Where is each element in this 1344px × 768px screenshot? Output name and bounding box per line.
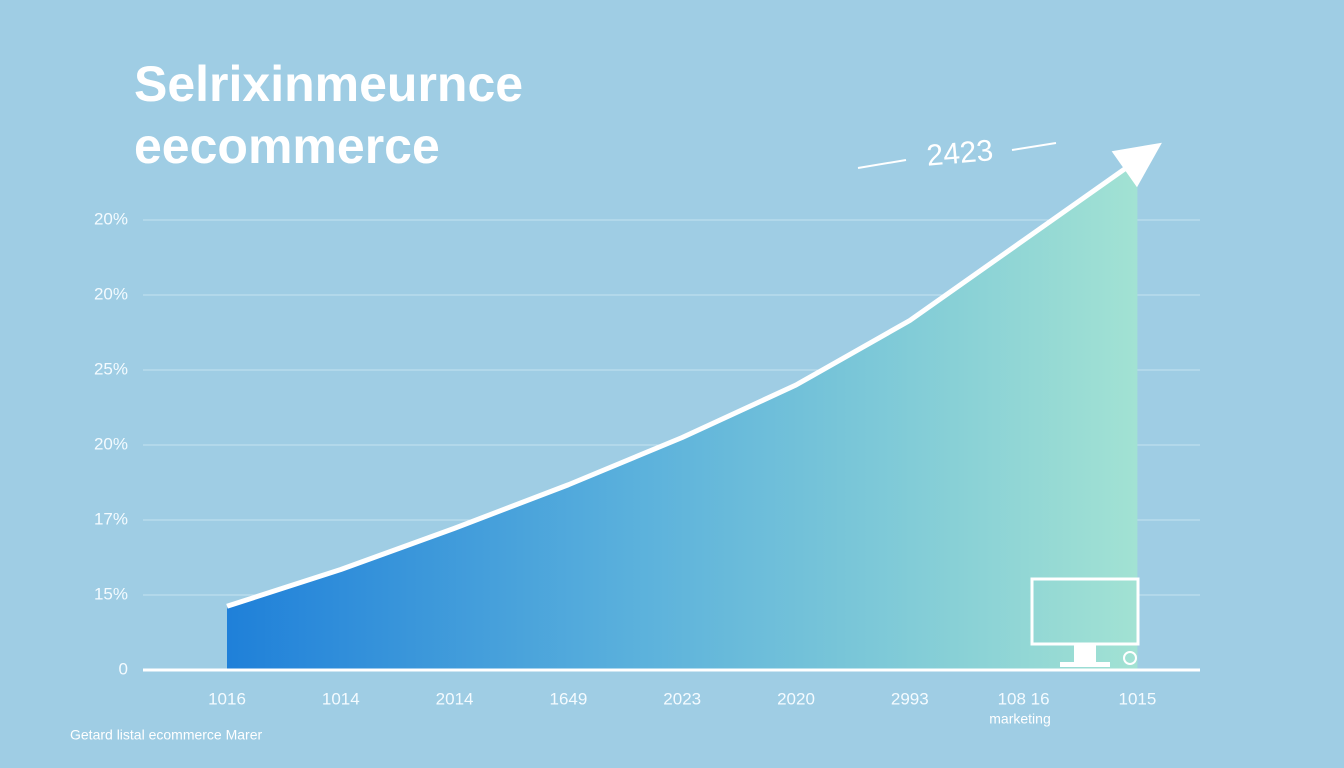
plot: 0 15% 17% 20% 25% 20% 20% 1016 1014 2014 1649 2023 2…: [94, 142, 1200, 708]
y-tick-label: 20%: [94, 434, 128, 453]
sub-label: marketing: [989, 711, 1050, 727]
x-tick-label: 1015: [1118, 689, 1156, 708]
annotation: 2423: [925, 134, 994, 173]
annotation-dash: [1011, 142, 1057, 151]
arrow-head: [1111, 142, 1162, 188]
line: [226, 157, 1139, 609]
x-tick-label: 2014: [436, 689, 474, 708]
monitor-icon: [1030, 577, 1140, 667]
y-tick-label: 17%: [94, 509, 128, 528]
annotation-dash: [857, 159, 907, 169]
y-tick-label: 20%: [94, 209, 128, 228]
x-tick-label: 1649: [549, 689, 587, 708]
x-tick-label: 108 16: [998, 689, 1050, 708]
y-tick-label: 25%: [94, 359, 128, 378]
footer: Getard listal ecommerce Marer: [70, 727, 263, 743]
area: [227, 160, 1138, 670]
y-tick-label: 15%: [94, 584, 128, 603]
x-tick-label: 1014: [322, 689, 360, 708]
title-line-2: eecommerce: [134, 118, 440, 174]
x-tick-label: 1016: [208, 689, 246, 708]
x-tick-label: 2023: [663, 689, 701, 708]
y-tick-label: 20%: [94, 284, 128, 303]
title-line-1: Selrixinmeurnce: [134, 56, 523, 112]
y-tick-label: 0: [119, 659, 128, 678]
x-tick-label: 2993: [891, 689, 929, 708]
x-tick-label: 2020: [777, 689, 815, 708]
